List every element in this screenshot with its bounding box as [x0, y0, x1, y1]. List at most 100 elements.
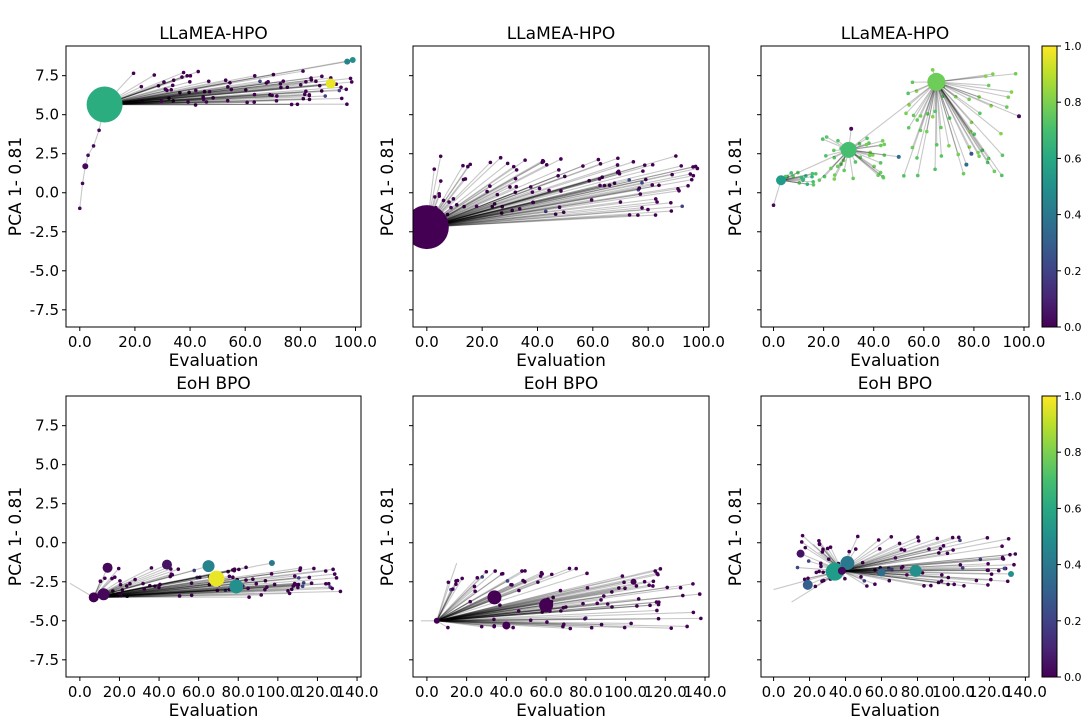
point: [607, 183, 612, 187]
edge: [104, 101, 255, 106]
point: [983, 74, 988, 78]
edge: [104, 83, 281, 106]
plot-area: [771, 68, 1021, 208]
point: [878, 170, 883, 175]
point: [637, 186, 642, 191]
edge: [426, 155, 677, 228]
point: [319, 89, 324, 93]
y-tick-label: 2.5: [35, 495, 59, 513]
edge: [780, 173, 813, 181]
edge: [436, 575, 623, 622]
y-tick-label: 7.5: [35, 67, 59, 85]
edge: [436, 590, 476, 622]
point: [339, 85, 343, 90]
edge: [93, 562, 273, 598]
point: [934, 142, 939, 147]
edge: [935, 81, 980, 157]
point: [938, 546, 943, 551]
edge: [841, 570, 876, 585]
point: [927, 72, 946, 91]
edge: [426, 179, 630, 228]
point: [543, 209, 548, 214]
edge: [93, 567, 301, 598]
point: [294, 582, 298, 587]
edge: [426, 165, 584, 228]
point: [118, 579, 122, 583]
edge: [93, 130, 100, 147]
edge: [104, 94, 255, 106]
point: [828, 545, 833, 549]
edge: [93, 587, 333, 598]
point: [559, 157, 563, 161]
edge: [436, 604, 659, 622]
edge: [436, 587, 626, 622]
point: [445, 212, 450, 217]
point: [889, 534, 894, 539]
point: [558, 588, 563, 593]
point: [433, 617, 440, 624]
edge: [104, 94, 271, 106]
edge: [426, 160, 544, 228]
edge: [436, 617, 701, 622]
point: [254, 581, 259, 586]
plot-area: [420, 562, 703, 631]
point: [899, 566, 904, 570]
edge: [436, 584, 513, 622]
point: [484, 569, 489, 574]
point: [680, 204, 685, 209]
y-tick-label: -2.5: [30, 573, 59, 591]
point: [326, 581, 331, 586]
point: [969, 120, 974, 125]
point: [245, 100, 249, 105]
panel-3: 0.0 20.0 40.0 60.0 80.0 100.0 LLaMEA-HPO Evalua…: [726, 24, 1045, 371]
edge: [426, 179, 692, 228]
point: [189, 581, 194, 585]
point: [939, 579, 944, 583]
edge: [104, 90, 306, 106]
edge: [436, 620, 563, 628]
point: [679, 164, 684, 168]
point: [279, 85, 283, 90]
point: [877, 568, 886, 577]
x-axis-label: Evaluation: [850, 351, 940, 371]
point: [492, 617, 496, 622]
edge: [436, 598, 549, 622]
edge: [93, 587, 249, 598]
edge: [935, 81, 942, 157]
point: [513, 176, 518, 181]
edge: [426, 164, 645, 228]
point: [345, 102, 349, 107]
point: [176, 567, 181, 571]
point: [226, 85, 230, 89]
point: [263, 578, 268, 583]
point: [796, 549, 805, 558]
point: [332, 572, 337, 576]
edge: [426, 165, 682, 228]
colorbar-tick-label: 1.0: [1064, 390, 1082, 403]
point: [644, 177, 648, 182]
edge: [436, 590, 561, 622]
point: [999, 173, 1004, 178]
point: [229, 87, 234, 92]
point: [516, 609, 521, 613]
panel-title: LLaMEA-HPO: [841, 24, 950, 44]
edge: [426, 201, 658, 228]
point: [246, 586, 250, 591]
edge: [841, 548, 930, 572]
edge: [426, 164, 547, 228]
edge: [426, 179, 646, 228]
point: [958, 563, 963, 567]
edge: [104, 79, 226, 106]
edge: [426, 165, 696, 228]
edge: [104, 94, 310, 106]
edge: [841, 567, 1005, 572]
point: [622, 625, 627, 630]
point: [295, 102, 300, 107]
point: [986, 583, 990, 587]
edge: [436, 611, 694, 622]
point: [887, 578, 892, 583]
point: [641, 169, 645, 173]
point: [324, 581, 328, 586]
point: [977, 154, 981, 159]
